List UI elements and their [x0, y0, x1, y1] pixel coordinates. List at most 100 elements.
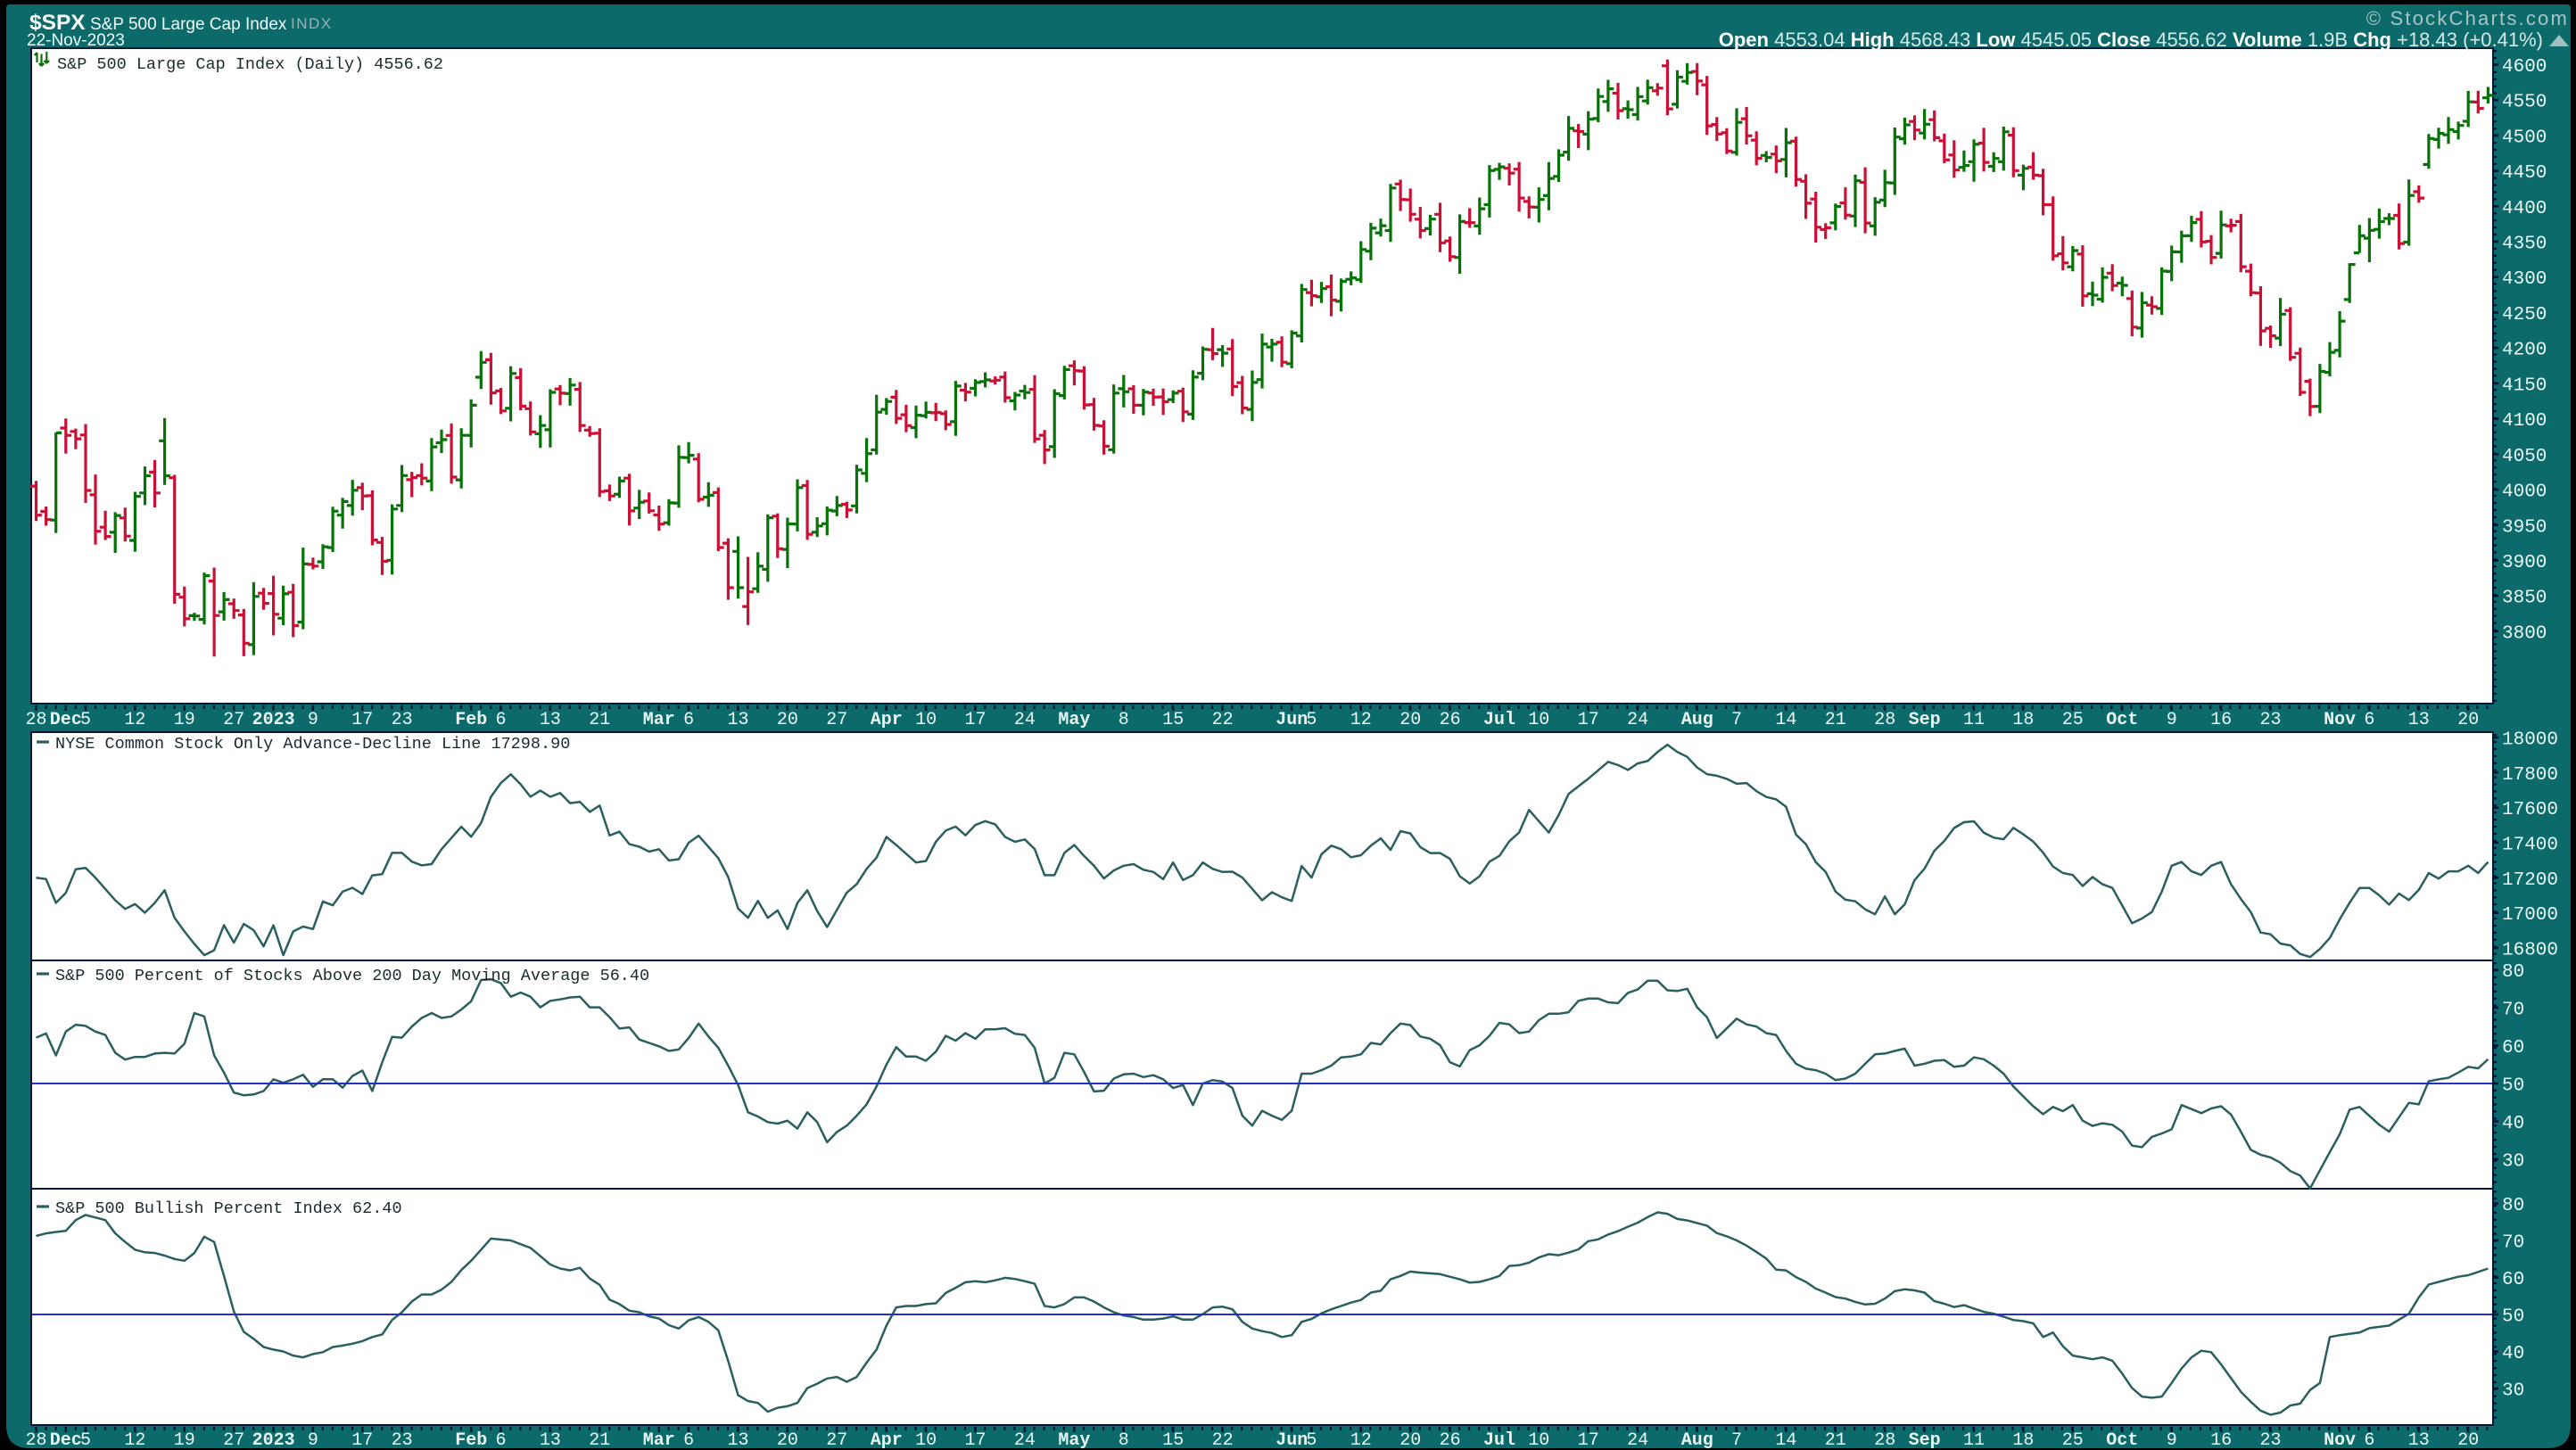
svg-text:12: 12: [124, 710, 145, 730]
svg-text:16800: 16800: [2502, 941, 2558, 961]
svg-text:Jul: Jul: [1483, 710, 1515, 730]
svg-text:Mar: Mar: [643, 1430, 675, 1450]
svg-text:Mar: Mar: [643, 710, 675, 730]
svg-text:6: 6: [495, 710, 506, 730]
svg-text:Apr: Apr: [871, 1430, 903, 1450]
svg-text:12: 12: [124, 1430, 145, 1450]
svg-text:6: 6: [683, 1430, 694, 1450]
svg-text:17600: 17600: [2502, 800, 2558, 820]
svg-text:4300: 4300: [2502, 269, 2547, 290]
svg-text:17: 17: [964, 710, 986, 730]
svg-text:9: 9: [308, 710, 318, 730]
svg-text:23: 23: [2259, 1430, 2281, 1450]
svg-text:14: 14: [1775, 710, 1796, 730]
svg-text:4150: 4150: [2502, 375, 2547, 396]
svg-text:25: 25: [2062, 1430, 2084, 1450]
svg-text:S&P 500 Bullish Percent Index: S&P 500 Bullish Percent Index 62.40: [55, 1199, 402, 1218]
svg-text:15: 15: [1162, 710, 1184, 730]
svg-text:10: 10: [915, 1430, 937, 1450]
svg-text:18: 18: [2012, 710, 2034, 730]
svg-text:80: 80: [2502, 962, 2524, 983]
svg-text:28: 28: [1874, 1430, 1895, 1450]
svg-text:4400: 4400: [2502, 199, 2547, 219]
svg-text:3800: 3800: [2502, 624, 2547, 645]
svg-text:13: 13: [2408, 1430, 2430, 1450]
svg-text:Jun: Jun: [1276, 1430, 1308, 1450]
svg-text:Oct: Oct: [2106, 1430, 2138, 1450]
svg-text:13: 13: [727, 710, 748, 730]
svg-text:22: 22: [1212, 1430, 1234, 1450]
svg-text:11: 11: [1963, 1430, 1985, 1450]
svg-text:80: 80: [2502, 1196, 2524, 1216]
svg-text:19: 19: [174, 710, 195, 730]
svg-text:17400: 17400: [2502, 836, 2558, 856]
svg-text:4250: 4250: [2502, 305, 2547, 325]
svg-text:23: 23: [392, 710, 413, 730]
svg-text:9: 9: [2167, 710, 2177, 730]
svg-text:Aug: Aug: [1681, 710, 1713, 730]
svg-text:70: 70: [2502, 1001, 2524, 1021]
svg-text:5: 5: [1306, 710, 1317, 730]
svg-text:28: 28: [25, 1430, 46, 1450]
svg-text:17: 17: [1578, 1430, 1599, 1450]
svg-text:13: 13: [727, 1430, 748, 1450]
svg-text:17: 17: [1578, 710, 1599, 730]
svg-text:27: 27: [826, 710, 847, 730]
svg-text:4050: 4050: [2502, 447, 2547, 467]
svg-text:11: 11: [1963, 710, 1985, 730]
svg-text:3850: 3850: [2502, 589, 2547, 609]
svg-text:17: 17: [351, 1430, 373, 1450]
svg-text:60: 60: [2502, 1038, 2524, 1059]
svg-text:22-Nov-2023: 22-Nov-2023: [27, 31, 125, 50]
svg-text:21: 21: [589, 1430, 610, 1450]
svg-text:27: 27: [223, 1430, 244, 1450]
svg-text:27: 27: [223, 710, 244, 730]
svg-text:27: 27: [826, 1430, 847, 1450]
svg-text:8: 8: [1119, 710, 1129, 730]
svg-text:12: 12: [1350, 1430, 1372, 1450]
svg-text:Jun: Jun: [1276, 710, 1308, 730]
svg-text:9: 9: [308, 1430, 318, 1450]
svg-text:17: 17: [351, 710, 373, 730]
svg-text:7: 7: [1731, 710, 1742, 730]
svg-text:4600: 4600: [2502, 57, 2547, 78]
svg-text:Oct: Oct: [2106, 710, 2138, 730]
svg-text:Open 4553.04 High 4568.43 Lo: Open 4553.04 High 4568.43 Low 4545.05 Cl…: [1719, 29, 2543, 51]
svg-text:40: 40: [2502, 1344, 2524, 1364]
svg-text:Jul: Jul: [1483, 1430, 1515, 1450]
svg-text:25: 25: [2062, 710, 2084, 730]
svg-text:6: 6: [683, 710, 694, 730]
svg-text:17800: 17800: [2502, 765, 2558, 786]
svg-text:6: 6: [2364, 1430, 2374, 1450]
svg-text:26: 26: [1440, 710, 1461, 730]
svg-text:2023: 2023: [252, 1430, 295, 1450]
svg-text:21: 21: [1825, 710, 1846, 730]
svg-text:4500: 4500: [2502, 128, 2547, 148]
svg-text:17: 17: [964, 1430, 986, 1450]
svg-text:S&P 500 Percent of Stocks Abov: S&P 500 Percent of Stocks Above 200 Day …: [55, 967, 649, 985]
svg-text:21: 21: [1825, 1430, 1846, 1450]
svg-text:Dec: Dec: [50, 710, 82, 730]
svg-text:4000: 4000: [2502, 482, 2547, 503]
svg-text:10: 10: [1528, 710, 1549, 730]
svg-text:2023: 2023: [252, 710, 295, 730]
svg-text:10: 10: [1528, 1430, 1549, 1450]
svg-text:4550: 4550: [2502, 93, 2547, 113]
svg-text:Nov: Nov: [2324, 1430, 2356, 1450]
svg-text:5: 5: [80, 1430, 91, 1450]
svg-text:20: 20: [777, 1430, 798, 1450]
svg-text:Dec: Dec: [50, 1430, 82, 1450]
svg-text:13: 13: [540, 710, 561, 730]
svg-text:NYSE Common Stock Only Advance: NYSE Common Stock Only Advance-Decline L…: [55, 735, 570, 754]
svg-text:60: 60: [2502, 1270, 2524, 1290]
svg-text:14: 14: [1775, 1430, 1796, 1450]
svg-text:22: 22: [1212, 710, 1234, 730]
svg-text:20: 20: [777, 710, 798, 730]
svg-text:4450: 4450: [2502, 163, 2547, 184]
svg-text:30: 30: [2502, 1381, 2524, 1402]
svg-text:12: 12: [1350, 710, 1372, 730]
svg-text:4100: 4100: [2502, 411, 2547, 432]
svg-text:4350: 4350: [2502, 235, 2547, 255]
svg-text:20: 20: [2457, 1430, 2479, 1450]
svg-text:4200: 4200: [2502, 341, 2547, 361]
